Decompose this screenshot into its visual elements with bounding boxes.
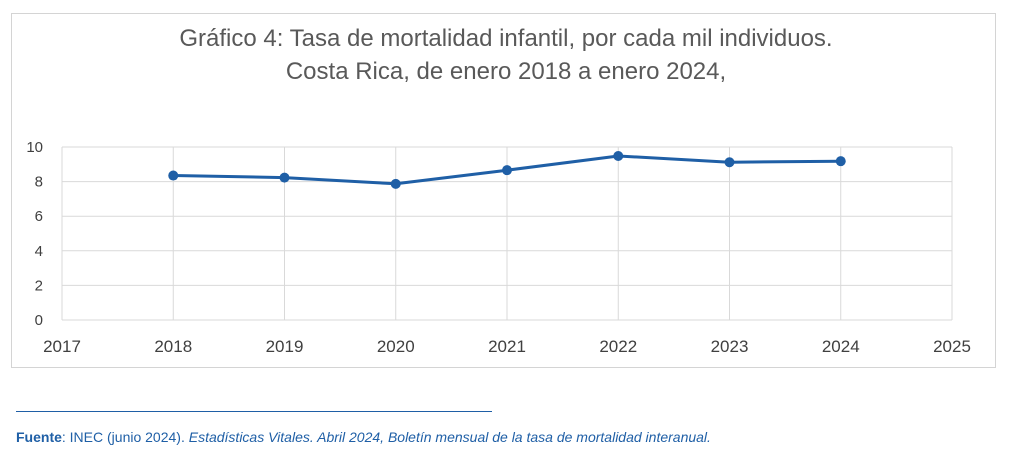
y-tick-label: 4 [35,243,43,260]
chart-title: Gráfico 4: Tasa de mortalidad infantil, … [0,22,1012,88]
data-point [279,172,290,183]
y-axis-ticks: 0 2 4 6 8 10 [26,139,43,329]
x-tick-label: 2023 [711,337,749,356]
data-point [390,178,401,189]
y-tick-label: 6 [35,208,43,225]
y-tick-label: 2 [35,277,43,294]
chart-title-line-1: Gráfico 4: Tasa de mortalidad infantil, … [179,25,833,52]
source-title: Estadísticas Vitales. Abril 2024, Boletí… [188,429,711,445]
x-tick-label: 2025 [933,337,971,356]
source-author: INEC (junio 2024). [69,429,189,445]
x-axis-ticks: 2017 2018 2019 2020 2021 2022 2023 2024 2025 [43,337,971,356]
series-group [168,150,846,189]
data-point [502,165,512,176]
x-tick-label: 2017 [43,337,81,356]
y-tick-label: 0 [35,312,43,329]
data-point [835,156,846,167]
chart-frame [11,13,996,368]
x-tick-label: 2021 [488,337,526,356]
y-tick-label: 8 [35,174,43,191]
x-tick-label: 2024 [822,337,860,356]
chart-title-line-2: Costa Rica, de enero 2018 a enero 2024, [285,58,727,85]
source-divider [16,411,492,412]
source-note: Fuente: INEC (junio 2024). Estadísticas … [16,429,711,445]
x-tick-label: 2020 [377,337,415,356]
data-point [613,150,624,161]
x-tick-label: 2018 [154,337,192,356]
data-point [724,157,735,168]
data-point [168,170,179,181]
x-tick-label: 2019 [266,337,304,356]
source-label: Fuente [16,429,62,445]
x-tick-label: 2022 [599,337,637,356]
y-tick-label: 10 [26,139,43,156]
grid-lines [61,146,953,321]
source-separator: : [61,429,70,445]
